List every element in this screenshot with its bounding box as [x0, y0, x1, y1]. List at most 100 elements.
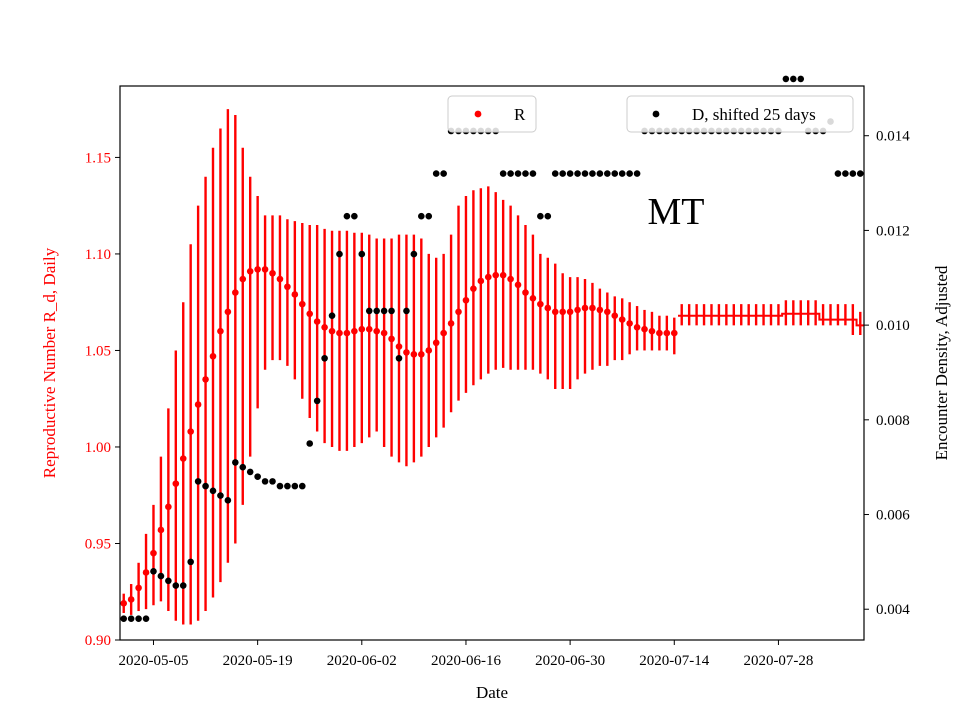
r-point — [209, 352, 217, 360]
y-left-tick-label: 0.95 — [85, 536, 111, 552]
d-point — [537, 212, 544, 220]
d-point — [150, 568, 157, 575]
y-right-tick-label: 0.014 — [876, 129, 910, 145]
d-point — [306, 440, 314, 447]
r-point — [596, 306, 604, 314]
d-point — [165, 577, 172, 585]
d-point — [194, 478, 202, 485]
x-axis-label: Date — [476, 683, 508, 702]
legend-r: R — [447, 95, 537, 133]
r-point — [604, 308, 611, 316]
r-point — [380, 329, 388, 337]
r-point — [633, 323, 641, 331]
r-point — [194, 401, 202, 408]
d-point — [633, 170, 641, 177]
r-point — [418, 351, 425, 358]
d-point — [142, 615, 150, 622]
d-point — [842, 170, 849, 177]
d-point — [120, 615, 128, 622]
r-point — [276, 275, 284, 283]
r-point — [150, 549, 157, 557]
d-point — [135, 615, 142, 622]
d-point — [298, 482, 306, 490]
d-point — [187, 558, 194, 566]
d-point — [284, 482, 291, 490]
y-right-tick-label: 0.006 — [876, 508, 910, 524]
legend-d-marker — [652, 110, 660, 118]
r-point — [611, 312, 619, 320]
r-point — [544, 304, 552, 312]
y-axis-left: 0.90 0.95 1.00 1.05 1.10 1.15 — [85, 150, 120, 649]
r-point — [440, 329, 447, 337]
r-point — [388, 335, 395, 343]
d-point — [790, 75, 797, 83]
state-annotation: MT — [648, 191, 705, 233]
r-point — [551, 308, 559, 316]
r-point — [514, 281, 522, 289]
r-point — [395, 343, 403, 350]
r-point — [484, 273, 492, 281]
d-point — [261, 478, 269, 485]
d-point — [127, 615, 135, 622]
r-point — [232, 289, 239, 296]
r-point — [656, 329, 663, 337]
d-point — [202, 482, 209, 490]
d-point — [321, 354, 328, 362]
r-point — [522, 289, 529, 296]
r-point — [127, 596, 135, 603]
d-point — [291, 482, 299, 490]
d-point — [157, 572, 165, 580]
r-point — [618, 316, 626, 323]
x-tick-label: 2020-05-19 — [223, 653, 293, 669]
d-point — [358, 250, 366, 258]
y-left-tick-label: 1.05 — [85, 343, 111, 359]
r-step-line — [678, 312, 864, 327]
d-point — [507, 170, 514, 177]
legend-r-box — [447, 95, 537, 133]
y-left-tick-label: 0.90 — [85, 633, 111, 649]
r-point — [187, 428, 194, 435]
plot-frame — [119, 85, 865, 641]
r-point — [663, 329, 671, 337]
d-point — [559, 170, 566, 177]
d-point — [566, 170, 574, 177]
r-point — [432, 339, 440, 347]
d-point — [551, 170, 559, 177]
y-right-tick-label: 0.004 — [876, 602, 910, 618]
y-right-tick-label: 0.008 — [876, 413, 910, 429]
legend-d-label: D, shifted 25 days — [692, 105, 816, 124]
r-point — [165, 503, 172, 511]
y-left-tick-label: 1.10 — [85, 247, 111, 263]
x-tick-label: 2020-07-28 — [743, 653, 813, 669]
d-point — [380, 307, 388, 315]
d-point — [217, 492, 224, 499]
r-point — [410, 351, 418, 358]
r-point — [284, 283, 291, 291]
r-point — [507, 275, 514, 283]
r-point — [298, 300, 306, 308]
d-point — [179, 582, 187, 589]
r-point — [670, 329, 678, 337]
legend-d: D, shifted 25 days — [626, 95, 854, 133]
d-point — [574, 170, 581, 177]
r-point — [462, 296, 470, 304]
d-point — [834, 170, 842, 177]
d-point — [596, 170, 604, 177]
r-point — [403, 349, 410, 356]
r-point — [351, 327, 358, 335]
d-point — [410, 250, 418, 258]
x-tick-label: 2020-06-30 — [535, 653, 605, 669]
r-point — [135, 584, 142, 592]
d-point — [388, 307, 395, 315]
r-point — [179, 455, 187, 462]
d-point — [232, 459, 239, 466]
r-point — [157, 526, 165, 534]
d-point — [328, 312, 336, 319]
r-point — [142, 569, 150, 576]
d-point — [529, 170, 537, 177]
x-axis: 2020-05-05 2020-05-19 2020-06-02 2020-06-16… — [118, 640, 813, 669]
d-point — [246, 468, 254, 476]
r-point — [224, 308, 232, 316]
r-point — [447, 320, 455, 327]
r-point — [365, 325, 373, 333]
